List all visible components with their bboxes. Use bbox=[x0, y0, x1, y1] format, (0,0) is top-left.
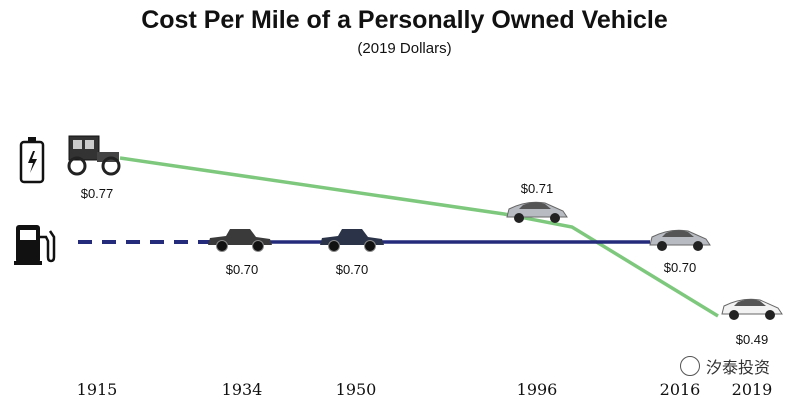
x-tick-label: 1934 bbox=[221, 380, 263, 399]
data-label: $0.70 bbox=[335, 262, 369, 277]
car-icon bbox=[506, 201, 568, 223]
chart-title: Cost Per Mile of a Personally Owned Vehi… bbox=[141, 6, 668, 34]
data-label: $0.49 bbox=[735, 332, 769, 347]
data-label: $0.71 bbox=[520, 181, 554, 196]
battery-icon bbox=[19, 137, 45, 184]
car-icon bbox=[67, 135, 121, 176]
wechat-icon bbox=[680, 356, 700, 376]
chart-subtitle: (2019 Dollars) bbox=[357, 40, 452, 57]
x-tick-label: 2016 bbox=[659, 380, 701, 399]
x-tick-label: 2019 bbox=[731, 380, 773, 399]
data-label: $0.70 bbox=[663, 260, 697, 275]
x-tick-label: 1950 bbox=[335, 380, 377, 399]
car-icon bbox=[721, 298, 783, 320]
watermark: 汐泰投资 bbox=[680, 354, 770, 378]
data-label: $0.70 bbox=[225, 262, 259, 277]
car-icon bbox=[649, 229, 711, 251]
x-tick-label: 1996 bbox=[516, 380, 558, 399]
car-icon bbox=[208, 229, 272, 252]
series-line-electric bbox=[119, 156, 719, 318]
data-label: $0.77 bbox=[80, 186, 114, 201]
car-icon bbox=[320, 229, 384, 252]
x-tick-label: 1915 bbox=[76, 380, 118, 399]
fuel-pump-icon bbox=[14, 225, 56, 265]
watermark-text: 汐泰投资 bbox=[706, 358, 771, 377]
